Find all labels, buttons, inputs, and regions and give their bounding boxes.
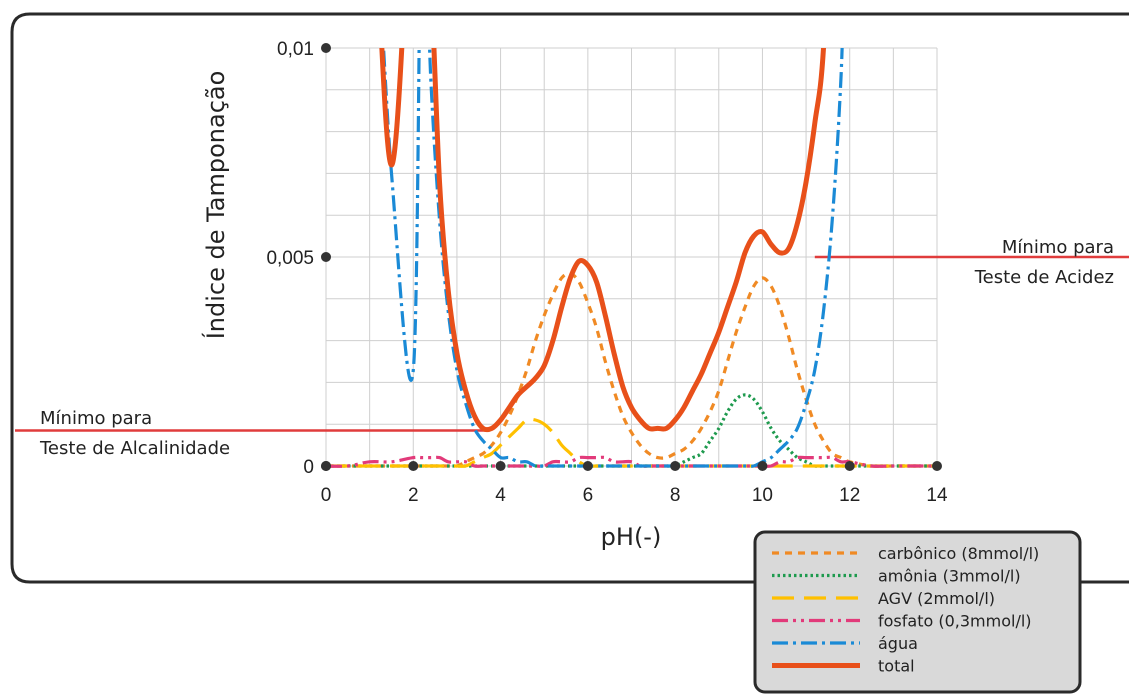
x-tick-label: 4 [495, 485, 506, 506]
x-tick-dot [495, 461, 506, 471]
x-tick-dot [408, 461, 419, 471]
series-layer [325, 48, 937, 468]
chart-frame [10, 12, 1129, 584]
y-tick-label: 0 [303, 457, 314, 478]
x-tick-dot [670, 461, 681, 471]
annotation-lines [15, 255, 1129, 432]
x-tick-dot [932, 461, 942, 471]
x-tick-label: 12 [839, 485, 860, 506]
x-tick-labels: 0 2 4 6 8 10 12 14 [321, 485, 948, 506]
y-tick-dot [321, 252, 331, 262]
series-agua-line [381, 48, 844, 468]
legend: carbônico (8mmol/l) amônia (3mmol/l) AGV (… [753, 530, 1082, 694]
x-axis-title: pH(-) [601, 523, 662, 551]
axis-dots [321, 43, 942, 471]
x-tick-dot [757, 461, 768, 471]
x-tick-label: 2 [408, 485, 419, 506]
x-tick-label: 6 [583, 485, 594, 506]
annotation-alcalinidade: Mínimo para Teste de Alcalinidade [39, 408, 230, 459]
series-carbonico-line [326, 271, 937, 468]
legend-label: AGV (2mmol/l) [878, 589, 995, 608]
x-tick-label: 14 [926, 485, 948, 506]
x-tick-label: 0 [321, 485, 332, 506]
x-tick-dot [844, 461, 855, 471]
y-tick-labels: 0 0,005 0,01 [266, 39, 314, 478]
series-total-line [379, 48, 827, 433]
series-amonia-line [326, 393, 937, 468]
x-tick-label: 8 [670, 485, 681, 506]
legend-box [753, 530, 1082, 694]
series-agv-line [326, 417, 937, 468]
legend-label: amônia (3mmol/l) [878, 567, 1021, 586]
annotation-acidez: Mínimo para Teste de Acidez [974, 237, 1114, 288]
y-tick-label: 0,01 [277, 39, 314, 60]
y-tick-label: 0,005 [266, 248, 314, 269]
legend-label: fosfato (0,3mmol/l) [878, 612, 1032, 631]
annotation-alcalinidade-line1: Mínimo para [40, 408, 152, 429]
x-tick-label: 10 [752, 485, 773, 506]
series-fosfato-line [325, 455, 937, 468]
x-tick-dot [582, 461, 593, 471]
legend-label: total [878, 657, 915, 676]
annotation-alcalinidade-line2: Teste de Alcalinidade [39, 438, 230, 459]
y-axis-title: Índice de Tamponação [201, 71, 230, 340]
legend-label: carbônico (8mmol/l) [878, 544, 1039, 563]
y-tick-dot [321, 43, 331, 53]
legend-label: água [878, 634, 918, 653]
annotation-acidez-line1: Mínimo para [1002, 237, 1114, 258]
annotation-acidez-line2: Teste de Acidez [974, 267, 1114, 288]
y-tick-dot [321, 461, 331, 471]
